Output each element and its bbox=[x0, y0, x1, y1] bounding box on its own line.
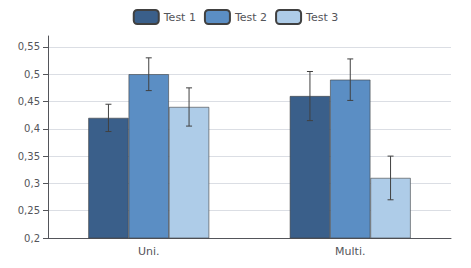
svg-text:0,55: 0,55 bbox=[18, 41, 40, 52]
svg-text:Uni.: Uni. bbox=[138, 245, 160, 258]
svg-text:Multi.: Multi. bbox=[335, 245, 365, 258]
svg-text:0,45: 0,45 bbox=[18, 96, 40, 107]
svg-text:Test 3: Test 3 bbox=[305, 11, 338, 24]
svg-text:0,2: 0,2 bbox=[24, 233, 40, 244]
svg-text:Test 1: Test 1 bbox=[163, 11, 196, 24]
svg-text:Test 2: Test 2 bbox=[234, 11, 267, 24]
svg-text:0,4: 0,4 bbox=[24, 123, 40, 134]
svg-text:0,35: 0,35 bbox=[18, 151, 40, 162]
svg-text:0,3: 0,3 bbox=[24, 178, 40, 189]
svg-text:0,25: 0,25 bbox=[18, 205, 40, 216]
svg-text:0,5: 0,5 bbox=[24, 69, 40, 80]
